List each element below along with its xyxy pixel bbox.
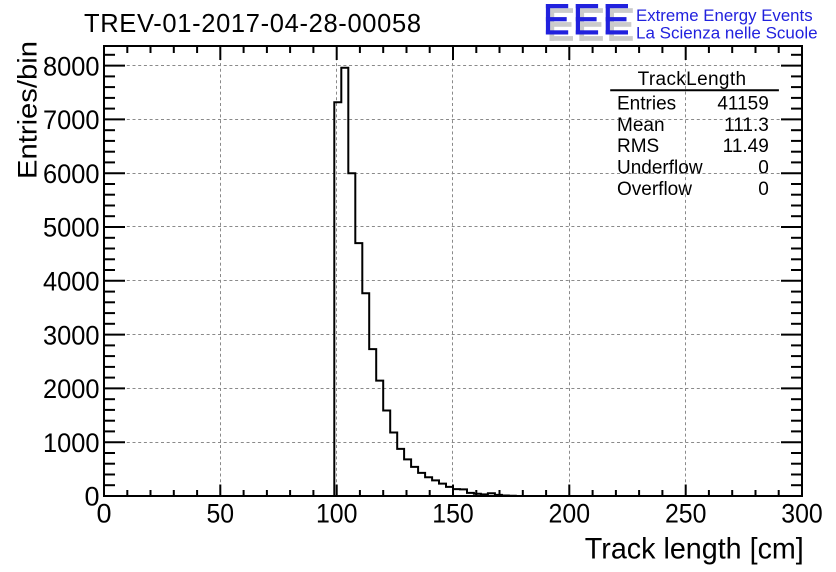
svg-text:1000: 1000 xyxy=(43,428,100,458)
svg-text:100: 100 xyxy=(316,499,358,529)
svg-text:200: 200 xyxy=(549,499,591,529)
svg-text:7000: 7000 xyxy=(43,105,100,135)
svg-text:0: 0 xyxy=(96,499,111,529)
svg-text:2000: 2000 xyxy=(43,374,100,404)
svg-text:Mean: Mean xyxy=(617,115,665,136)
svg-text:250: 250 xyxy=(665,499,707,529)
svg-text:Entries: Entries xyxy=(617,94,676,115)
svg-text:Overflow: Overflow xyxy=(617,179,692,200)
svg-text:8000: 8000 xyxy=(43,51,100,81)
svg-text:Entries/bin: Entries/bin xyxy=(13,41,43,179)
svg-text:41159: 41159 xyxy=(717,94,768,115)
svg-text:0: 0 xyxy=(758,158,769,179)
svg-text:TREV-01-2017-04-28-00058: TREV-01-2017-04-28-00058 xyxy=(84,10,421,38)
svg-text:300: 300 xyxy=(781,499,823,529)
svg-text:150: 150 xyxy=(432,499,474,529)
svg-text:5000: 5000 xyxy=(43,213,100,243)
svg-text:50: 50 xyxy=(207,499,235,529)
svg-text:La Scienza nelle Scuole: La Scienza nelle Scuole xyxy=(636,24,818,43)
svg-text:3000: 3000 xyxy=(43,320,100,350)
svg-text:Underflow: Underflow xyxy=(617,158,703,179)
svg-text:Track length [cm]: Track length [cm] xyxy=(585,533,804,566)
svg-text:TrackLength: TrackLength xyxy=(638,69,747,90)
svg-text:11.49: 11.49 xyxy=(723,136,769,157)
svg-text:4000: 4000 xyxy=(43,267,100,297)
svg-text:0: 0 xyxy=(84,482,99,512)
svg-text:6000: 6000 xyxy=(43,159,100,189)
svg-text:Extreme Energy Events: Extreme Energy Events xyxy=(636,6,813,25)
svg-text:111.3: 111.3 xyxy=(724,115,769,136)
svg-text:RMS: RMS xyxy=(617,136,659,157)
svg-text:0: 0 xyxy=(758,179,769,200)
